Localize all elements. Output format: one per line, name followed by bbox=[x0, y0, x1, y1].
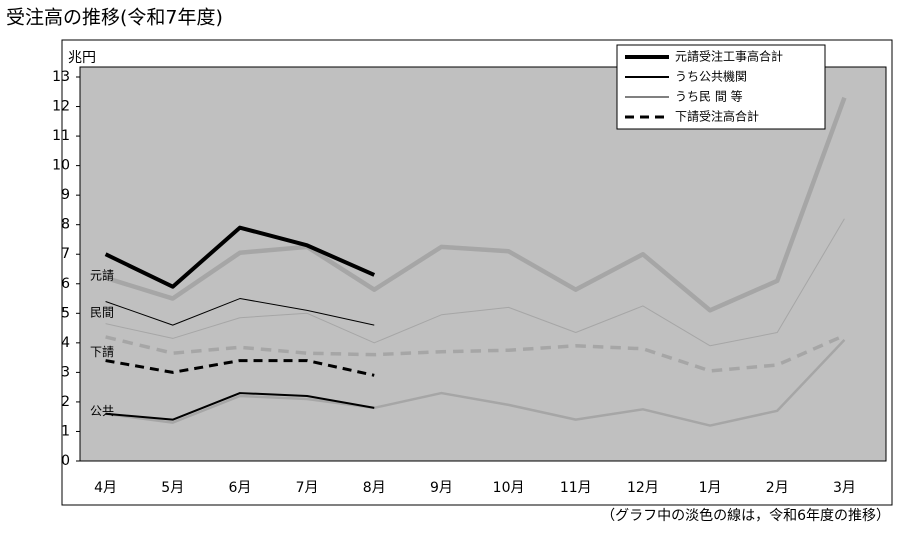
y-tick-label: 9 bbox=[61, 187, 70, 203]
x-tick-label: 2月 bbox=[766, 480, 789, 496]
x-tick-label: 1月 bbox=[699, 480, 722, 496]
series-annotation: 公共 bbox=[90, 404, 114, 418]
series-line bbox=[105, 298, 375, 326]
y-tick-label: 4 bbox=[61, 335, 70, 351]
x-tick-label: 10月 bbox=[493, 480, 525, 496]
y-tick-label: 7 bbox=[61, 246, 70, 262]
prev-year-line bbox=[104, 96, 847, 313]
x-tick-label: 9月 bbox=[430, 480, 453, 496]
x-tick-label: 8月 bbox=[363, 480, 386, 496]
y-tick-label: 8 bbox=[61, 217, 70, 233]
series-line bbox=[104, 225, 376, 289]
y-tick-label: 2 bbox=[61, 394, 70, 410]
prev-year-line bbox=[105, 333, 846, 373]
series-line bbox=[105, 392, 375, 421]
plot-area bbox=[79, 66, 887, 462]
legend-label: うち民 間 等 bbox=[675, 90, 743, 104]
legend-label: 元請受注工事高合計 bbox=[675, 49, 783, 64]
legend-label: うち公共機関 bbox=[675, 69, 747, 84]
y-tick-label: 6 bbox=[61, 276, 70, 292]
x-tick-label: 5月 bbox=[161, 480, 184, 496]
y-tick-label: 1 bbox=[61, 423, 70, 439]
y-tick-label: 10 bbox=[52, 158, 70, 174]
series-annotation: 下請 bbox=[90, 345, 114, 359]
x-tick-label: 4月 bbox=[94, 480, 117, 496]
x-tick-label: 7月 bbox=[296, 480, 319, 496]
series-annotation: 元請 bbox=[90, 268, 114, 282]
series-line bbox=[105, 359, 375, 377]
y-axis-label: 兆円 bbox=[68, 50, 96, 66]
series-annotation: 民間 bbox=[90, 305, 114, 319]
chart-title: 受注高の推移(令和7年度) bbox=[6, 7, 223, 29]
y-tick-label: 13 bbox=[52, 69, 70, 85]
x-tick-label: 11月 bbox=[560, 480, 592, 496]
y-tick-label: 11 bbox=[52, 128, 70, 144]
y-tick-label: 3 bbox=[61, 364, 70, 380]
prev-year-line bbox=[105, 339, 846, 427]
legend-label: 下請受注高合計 bbox=[675, 109, 759, 124]
y-tick-label: 12 bbox=[52, 99, 70, 115]
chart-frame bbox=[61, 39, 893, 506]
y-tick-label: 0 bbox=[61, 453, 70, 469]
x-tick-label: 6月 bbox=[228, 480, 251, 496]
y-tick-label: 5 bbox=[61, 305, 70, 321]
prev-year-line bbox=[105, 218, 845, 347]
x-tick-label: 12月 bbox=[627, 480, 659, 496]
x-tick-label: 3月 bbox=[833, 480, 856, 496]
footnote: （グラフ中の淡色の線は，令和6年度の推移） bbox=[601, 507, 890, 524]
